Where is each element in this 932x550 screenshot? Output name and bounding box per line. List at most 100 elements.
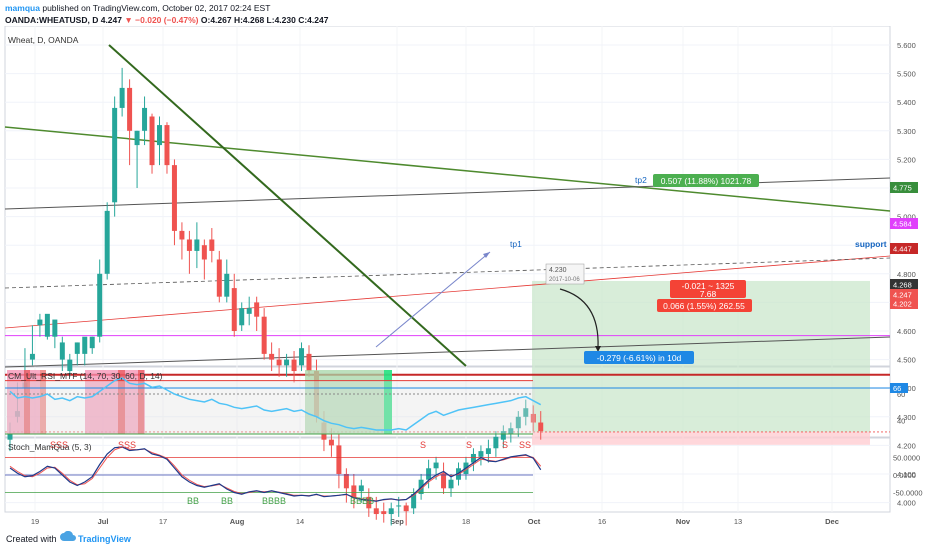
price-label-badge [890,243,918,254]
price-tick-label: 5.200 [897,155,916,164]
stoch-sell-marker: SS [519,440,531,450]
price-change: −0.020 (−0.47%) [135,15,199,25]
forecast-box-text: -0.279 (-6.61%) in 10d [597,353,682,363]
price-label-text: 4.775 [893,184,912,193]
projection-arrow-line [375,251,491,348]
trading-chart[interactable]: 5.6005.5005.4005.3005.2005.1005.0004.900… [0,26,932,528]
rsi-tick-label: 40 [897,417,905,426]
rsi-red-bar [138,370,144,434]
loss-info-box [670,280,746,298]
tradingview-brand[interactable]: TradingView [78,534,131,544]
rsi-line [9,377,542,431]
dashed-trend-line [4,257,891,289]
candle-body [358,485,364,492]
price-tick-label: 4.600 [897,327,916,336]
candle-body [157,125,162,146]
symbol-ohlc: OANDA:WHEATUSD, D 4.247 ▼ −0.020 (−0.47%… [5,15,328,25]
candle-body [276,359,282,366]
rsi-value-badge [890,383,908,393]
candle-body [164,125,170,166]
chart-header: mamqua published on TradingView.com, Oct… [0,0,932,26]
rsi-red-bar [40,370,46,434]
candle-body [171,165,177,231]
candle-body [343,474,349,489]
candle-body [448,479,454,489]
price-label-text: 4.584 [893,220,912,229]
loss-box-text: 0.066 (1.55%) 262.55 [663,301,745,311]
time-tick-label: 16 [598,517,606,526]
red-trend-line [4,255,891,329]
stoch-k-line [9,446,542,502]
candle-body [299,348,305,366]
price-label-text: 4.202 [893,300,912,309]
loss-zone [532,431,870,445]
candle-body [478,451,484,457]
candle-body [515,416,521,429]
price-tick-label: 5.500 [897,70,916,79]
profit-box [653,174,759,187]
symbol-line: OANDA:WHEATUSD, D [5,15,99,25]
candle-body [194,239,200,251]
candle-body [306,353,312,372]
candle-body [381,511,387,515]
candle-body [201,245,207,260]
time-tick-label: 18 [462,517,470,526]
cursor-tooltip [545,263,585,285]
stoch-tick-label: 50.0000 [893,454,920,463]
candle-body [112,107,118,203]
candle-body [284,359,290,366]
candle-body [291,359,297,372]
candle-body [44,313,50,337]
projection-arrowhead [483,252,490,258]
candle-body [441,474,447,489]
candle-body [411,494,417,509]
price-label-text: 4.447 [893,245,912,254]
price-label-badge [890,298,918,309]
candle-body [67,359,73,372]
footer: Created with TradingView [0,528,932,550]
candle-body [485,448,491,454]
candle-body [426,468,432,480]
price-tick-label: 5.300 [897,127,916,136]
time-tick-label: Dec [825,517,839,526]
candle-body [74,342,80,354]
candle-body [231,288,237,331]
price-tick-label: 4.000 [897,499,916,508]
rsi-green-bar [384,370,392,434]
price-tick-label: 4.300 [897,413,916,422]
rsi-red-bar [118,370,125,434]
loss-box [657,299,752,312]
author-name[interactable]: mamqua [5,3,40,13]
rsi-pane-label: CM_Ult_RSI_MTF (14, 70, 30, 60, D, 14) [8,371,163,381]
candle-body [37,319,43,326]
candle-body [254,302,260,317]
price-tick-label: 5.600 [897,41,916,50]
candle-body [269,353,275,360]
candle-body [470,453,476,463]
loss-info-line1: -0.021 ~ 1325 [682,281,735,291]
candle-body [179,230,185,240]
time-tick-label: 14 [296,517,304,526]
price-label-text: 4.268 [893,281,912,290]
price-tick-label: 4.500 [897,356,916,365]
tp1-label: tp1 [510,239,522,249]
candle-body [52,319,58,337]
cursor-price-text: 4.230 [549,267,567,274]
price-tick-label: 5.000 [897,213,916,222]
candle-body [373,508,379,515]
candle-body [336,445,342,474]
candle-body [142,107,148,131]
stoch-sell-marker: SSS [50,440,68,450]
time-tick-label: Aug [230,517,245,526]
candle-body [134,130,140,146]
publish-info: mamqua published on TradingView.com, Oct… [5,3,270,13]
candle-body [246,308,252,314]
candle-body [127,87,133,131]
price-tick-label: 5.400 [897,98,916,107]
candle-body [538,422,544,432]
time-tick-label: 19 [31,517,39,526]
stoch-tick-label: -50.0000 [893,489,923,498]
candle-body [328,439,334,446]
candle-body [7,433,13,440]
candle-body [186,239,192,251]
